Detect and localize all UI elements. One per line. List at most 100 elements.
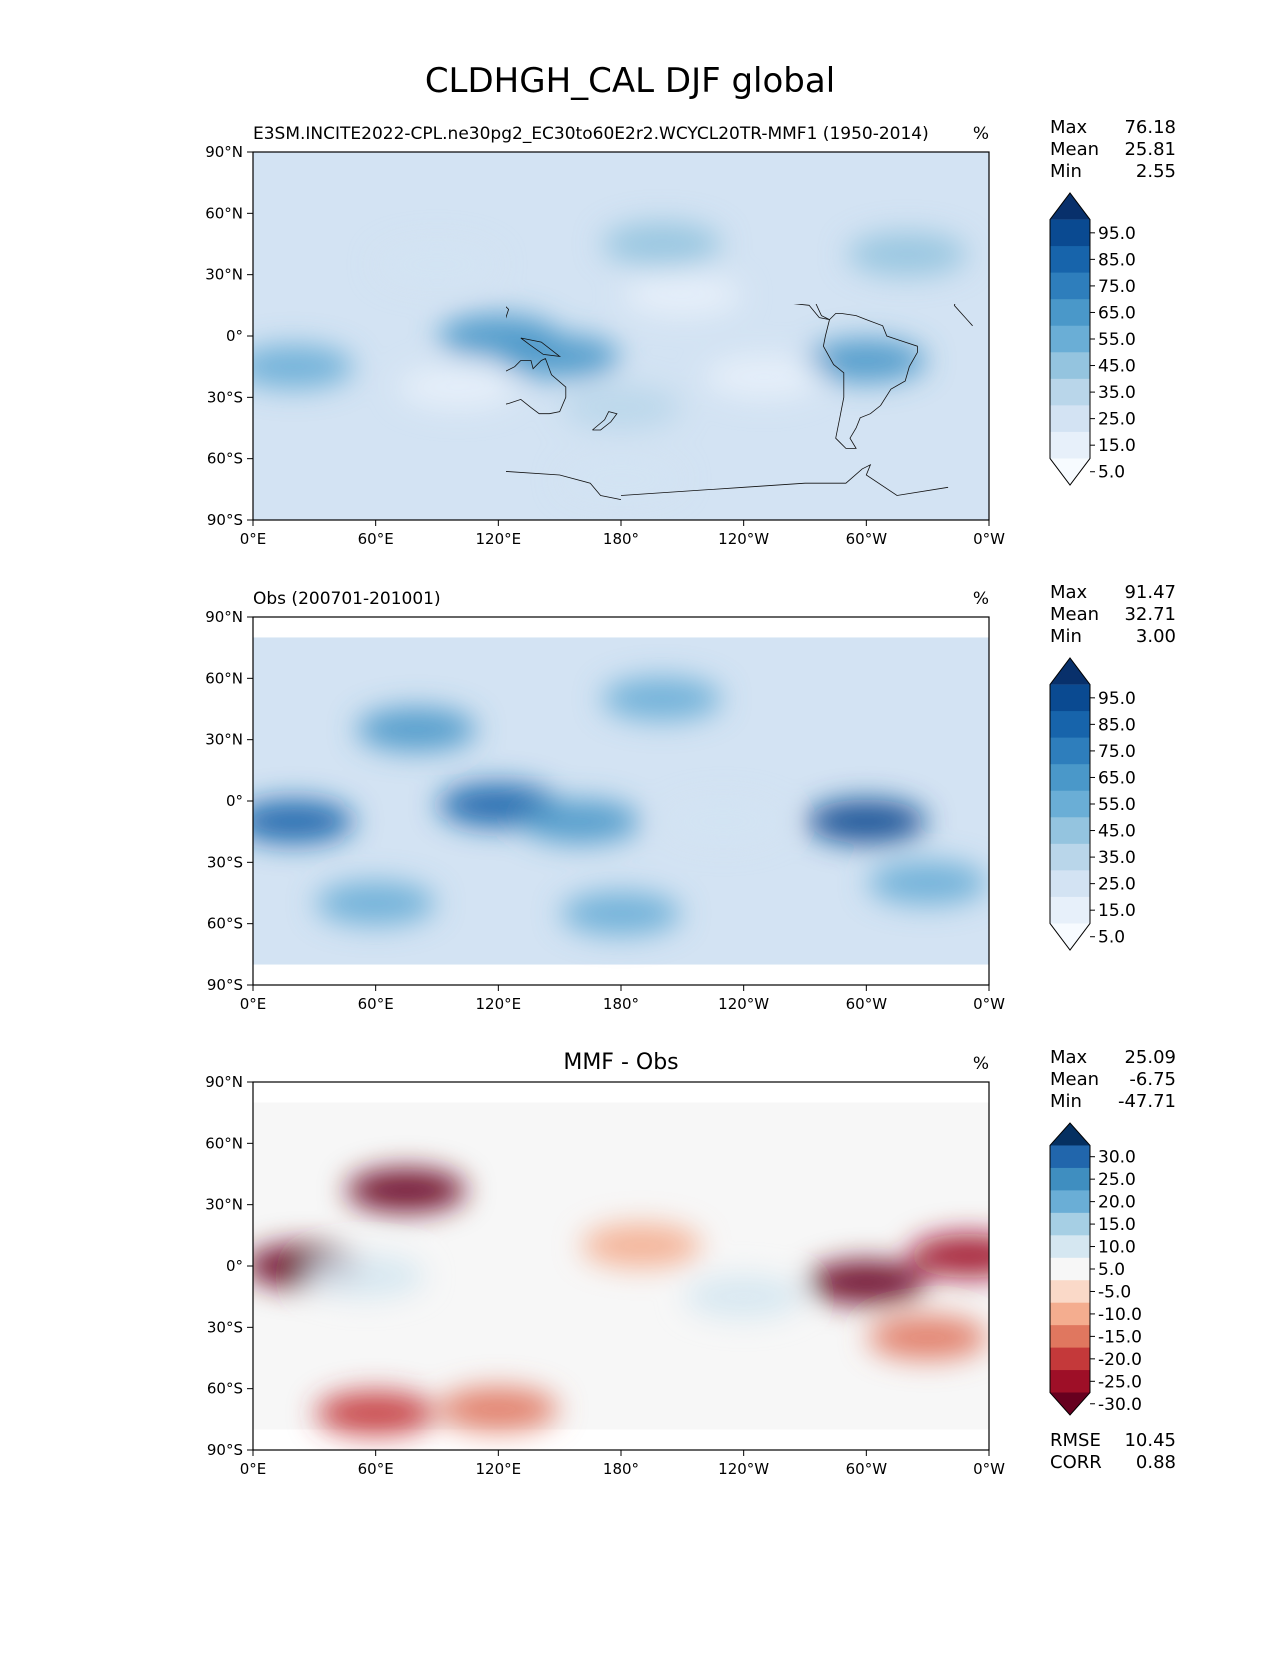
y-tick-label: 90°N: [205, 1073, 243, 1091]
error-stats: RMSE 10.45 CORR 0.88: [1050, 1430, 1176, 1473]
colorbar-label: 45.0: [1098, 357, 1136, 377]
stat-min-label: Min: [1050, 161, 1082, 182]
x-axis: 0°E 60°E 120°E 180° 120°W 60°W 0°W: [240, 1450, 1005, 1478]
field-feature: [315, 881, 436, 926]
coastline: [822, 313, 918, 449]
masked-polar-band: [253, 964, 989, 985]
stat-max-value: 76.18: [1124, 117, 1176, 138]
coastline: [506, 463, 949, 500]
colorbar-segment: [1050, 1370, 1090, 1394]
masked-polar-band: [253, 1429, 989, 1450]
y-tick-label: 60°S: [207, 1380, 243, 1398]
colorbar: 30.025.0 20.015.0 10.05.0-5.0 -10.0-15.0 -20…: [1049, 1122, 1142, 1416]
field-feature: [561, 457, 681, 502]
colorbar-label: 45.0: [1098, 822, 1136, 842]
colorbar-outline: [1049, 657, 1091, 951]
field-feature: [806, 799, 927, 844]
colorbar-label: 15.0: [1098, 436, 1136, 456]
y-tick-label: 90°N: [205, 608, 243, 626]
colorbar-label: 25.0: [1098, 410, 1136, 430]
stat-min-value: 3.00: [1136, 626, 1176, 647]
y-axis: 90°N 60°N 30°N 0° 30°S 60°S 90°S: [205, 1073, 253, 1459]
panel-title: E3SM.INCITE2022-CPL.ne30pg2_EC30to60E2r2…: [253, 124, 929, 144]
x-tick-label: 120°E: [476, 1460, 522, 1478]
field-feature: [847, 232, 968, 277]
colorbar-label: 55.0: [1098, 330, 1136, 350]
coastline: [953, 304, 973, 327]
colorbar-segment: [1050, 684, 1090, 712]
y-tick-label: 30°S: [207, 853, 243, 871]
y-axis: 90°N 60°N 30°N 0° 30°S 60°S 90°S: [205, 143, 253, 529]
y-tick-label: 90°S: [207, 511, 243, 529]
y-tick-label: 60°N: [205, 669, 243, 687]
colorbar-segment: [1050, 246, 1090, 274]
y-tick-label: 30°S: [207, 1318, 243, 1336]
colorbar-segment: [1050, 790, 1090, 818]
colorbar-label: -20.0: [1098, 1350, 1142, 1370]
field-feature: [438, 1387, 559, 1432]
x-axis: 0°E 60°E 120°E 180° 120°W 60°W 0°W: [240, 520, 1005, 548]
stat-max-value: 25.09: [1124, 1047, 1176, 1068]
colorbar-label: 75.0: [1098, 277, 1136, 297]
x-tick-label: 0°W: [973, 1460, 1005, 1478]
colorbar-segment: [1050, 1235, 1090, 1259]
colorbar-segment: [1050, 1302, 1090, 1326]
x-tick-label: 120°W: [718, 1460, 769, 1478]
x-tick-label: 120°E: [476, 995, 522, 1013]
colorbar-outline: [1049, 192, 1091, 486]
stat-max-label: Max: [1050, 117, 1088, 138]
colorbar-segment: [1050, 1257, 1090, 1281]
colorbar-segment: [1050, 1190, 1090, 1214]
y-tick-label: 60°N: [205, 204, 243, 222]
colorbar-label: -15.0: [1098, 1327, 1142, 1347]
x-tick-label: 60°E: [358, 995, 394, 1013]
colorbar-segment: [1050, 817, 1090, 845]
y-tick-label: 0°: [226, 327, 243, 345]
colorbar-extension-top: [1050, 193, 1090, 220]
panel-diff: MMF - Obs % 0°E 60°E 120°E 180° 120°W 60°W 0°W…: [205, 1047, 1176, 1478]
y-tick-label: 90°N: [205, 143, 243, 161]
colorbar-label: 85.0: [1098, 715, 1136, 735]
colorbar-segment: [1050, 299, 1090, 327]
y-tick-label: 30°N: [205, 731, 243, 749]
coastline: [506, 357, 567, 415]
colorbar: 95.0 85.0 75.0 65.0 55.0 45.0 35.0 25.0 15.0 5.0: [1049, 192, 1136, 486]
colorbar-extension-bottom: [1050, 1392, 1090, 1415]
colorbar-label: 55.0: [1098, 795, 1136, 815]
colorbar-label: 10.0: [1098, 1238, 1136, 1258]
x-tick-label: 120°W: [718, 995, 769, 1013]
x-tick-label: 60°E: [358, 530, 394, 548]
colorbar-label: 85.0: [1098, 250, 1136, 270]
coastline: [520, 337, 562, 357]
stat-min-label: Min: [1050, 626, 1082, 647]
colorbar-segment: [1050, 352, 1090, 380]
x-tick-label: 180°: [603, 1460, 639, 1478]
units-label: %: [973, 1054, 989, 1074]
colorbar-segment: [1050, 378, 1090, 406]
y-tick-label: 30°S: [207, 388, 243, 406]
colorbar-extension-top: [1050, 658, 1090, 685]
y-tick-label: 0°: [226, 1257, 243, 1275]
field-feature: [806, 338, 927, 383]
corr-value: 0.88: [1136, 1452, 1176, 1473]
y-tick-label: 30°N: [205, 266, 243, 284]
colorbar-label: -30.0: [1098, 1395, 1142, 1415]
colorbar-segment: [1050, 764, 1090, 792]
panel-title: MMF - Obs: [563, 1050, 678, 1075]
field-feature: [520, 799, 641, 844]
colorbar-label: -10.0: [1098, 1305, 1142, 1325]
colorbar-segment: [1050, 711, 1090, 739]
x-tick-label: 60°W: [846, 1460, 888, 1478]
stats-box: Max 25.09 Mean -6.75 Min -47.71: [1050, 1047, 1176, 1112]
x-tick-label: 60°W: [846, 530, 888, 548]
stat-mean-value: 25.81: [1124, 139, 1176, 160]
colorbar-segment: [1050, 737, 1090, 765]
field-feature: [356, 707, 477, 752]
panel-model: E3SM.INCITE2022-CPL.ne30pg2_EC30to60E2r2…: [205, 117, 1176, 548]
stat-mean-value: -6.75: [1129, 1069, 1176, 1090]
colorbar-label: 75.0: [1098, 742, 1136, 762]
field-feature: [622, 273, 743, 318]
field-feature: [305, 1254, 426, 1299]
colorbar-label: -5.0: [1098, 1282, 1131, 1302]
